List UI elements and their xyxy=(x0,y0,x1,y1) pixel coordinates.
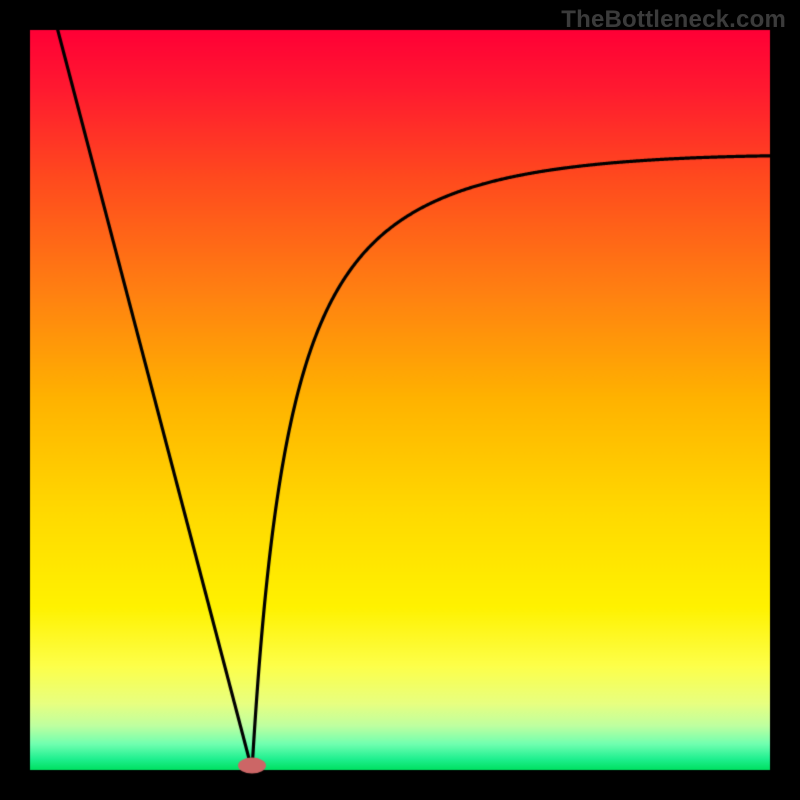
bottleneck-chart xyxy=(0,0,800,800)
chart-container: TheBottleneck.com xyxy=(0,0,800,800)
watermark-text: TheBottleneck.com xyxy=(561,6,786,34)
